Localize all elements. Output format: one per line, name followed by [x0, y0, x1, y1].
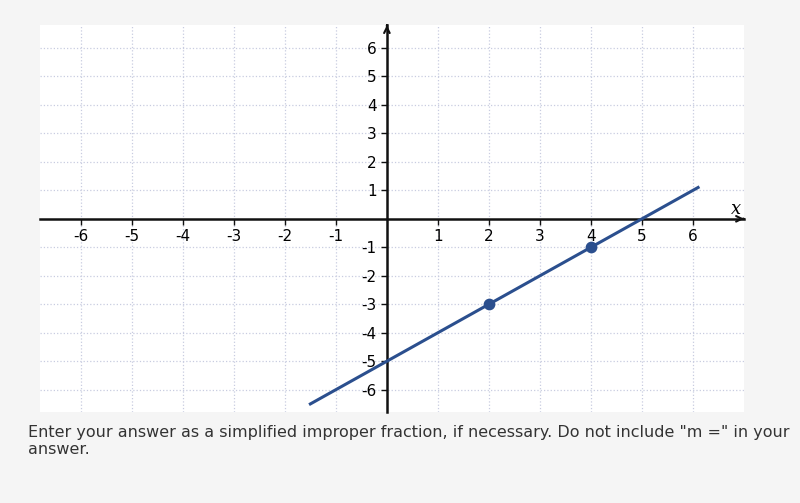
- Point: [482, 300, 495, 308]
- Text: Enter your answer as a simplified improper fraction, if necessary. Do not includ: Enter your answer as a simplified improp…: [28, 425, 790, 457]
- Point: [585, 243, 598, 252]
- Text: x: x: [731, 200, 742, 218]
